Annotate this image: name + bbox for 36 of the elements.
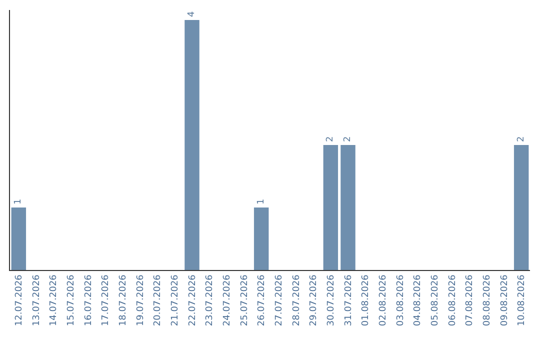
x-tick-label: 20.07.2026 <box>153 274 164 326</box>
x-tick-label: 16.07.2026 <box>84 274 94 326</box>
x-tick-label: 07.08.2026 <box>465 274 476 326</box>
x-tick-label: 23.07.2026 <box>205 274 216 326</box>
x-tick-label: 04.08.2026 <box>413 274 424 326</box>
x-tick-label: 26.07.2026 <box>257 274 268 326</box>
x-tick-label: 31.07.2026 <box>344 274 354 326</box>
x-tick-label: 28.07.2026 <box>292 274 302 326</box>
data-label: 2 <box>343 136 353 142</box>
x-tick-label: 13.07.2026 <box>32 274 42 326</box>
x-tick-label: 10.08.2026 <box>517 274 528 326</box>
x-tick-label: 03.08.2026 <box>396 274 406 326</box>
x-tick-label: 08.08.2026 <box>482 274 493 326</box>
x-tick-label: 29.07.2026 <box>309 274 320 326</box>
x-tick-label: 18.07.2026 <box>118 274 129 326</box>
x-tick-label: 14.07.2026 <box>49 274 60 326</box>
data-label: 2 <box>326 136 336 142</box>
x-tick-label: 24.07.2026 <box>222 274 233 326</box>
x-tick-label: 05.08.2026 <box>430 274 441 326</box>
data-label: 4 <box>187 11 197 17</box>
data-label: 1 <box>14 198 24 204</box>
x-tick-label: 22.07.2026 <box>188 274 198 326</box>
x-tick-label: 09.08.2026 <box>500 274 510 326</box>
x-tick-label: 01.08.2026 <box>361 274 372 326</box>
x-tick-label: 06.08.2026 <box>448 274 458 326</box>
x-tick-label: 19.07.2026 <box>136 274 146 326</box>
x-tick-label: 15.07.2026 <box>66 274 77 326</box>
data-label: 2 <box>516 136 526 142</box>
x-tick-label: 02.08.2026 <box>378 274 389 326</box>
x-tick-label: 12.07.2026 <box>14 274 25 326</box>
x-tick-label: 17.07.2026 <box>101 274 112 326</box>
data-label: 1 <box>256 198 266 204</box>
x-tick-label: 27.07.2026 <box>274 274 285 326</box>
x-tick-label: 21.07.2026 <box>170 274 181 326</box>
x-tick-label: 25.07.2026 <box>240 274 250 326</box>
x-tick-label: 30.07.2026 <box>326 274 337 326</box>
